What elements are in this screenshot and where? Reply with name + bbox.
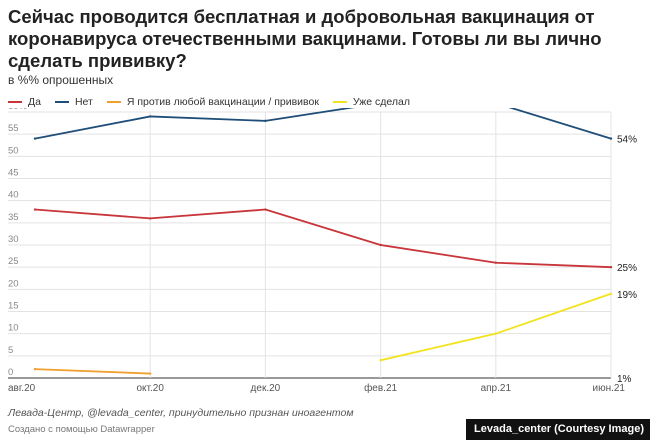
made-with-note: Создано с помощью Datawrapper xyxy=(8,424,155,435)
y-tick-label: 40 xyxy=(8,190,19,201)
data-point xyxy=(149,372,152,375)
legend-item-0: Да xyxy=(8,96,41,108)
legend-swatch xyxy=(332,101,347,103)
y-tick-label: 20 xyxy=(8,278,19,289)
data-point xyxy=(33,208,37,211)
y-tick-label: 35 xyxy=(8,212,19,223)
data-point xyxy=(264,208,267,211)
legend-swatch xyxy=(106,101,121,103)
series-line-0 xyxy=(34,208,612,269)
legend-swatch xyxy=(8,101,22,103)
image-credit-badge: Levada_center (Courtesy Image) xyxy=(466,419,650,440)
end-value-label: 1% xyxy=(617,374,632,385)
data-point xyxy=(609,265,613,269)
legend-swatch xyxy=(54,101,69,103)
y-tick-label: 15 xyxy=(8,301,19,312)
y-tick-label: 55 xyxy=(8,123,19,134)
line-chart: 0 5 10 15 20 25 30 35 40 45 50 55 60% авг.20 окт.20 дек… xyxy=(8,108,637,394)
y-tick-label: 50 xyxy=(8,145,19,156)
legend-label: Я против любой вакцинации / прививок xyxy=(126,96,319,108)
y-tick-label: 5 xyxy=(8,345,13,356)
legend: Да Нет Я против любой вакцинации / прививо… xyxy=(8,96,410,108)
legend-item-2: Я против любой вакцинации / прививок xyxy=(106,96,319,108)
x-tick-label: дек.20 xyxy=(251,383,281,394)
data-point xyxy=(264,119,267,123)
legend-label: Да xyxy=(28,96,41,108)
legend-item-3: Уже сделал xyxy=(332,96,410,108)
data-point xyxy=(494,261,497,264)
data-point xyxy=(33,367,37,371)
data-point xyxy=(379,243,382,247)
legend-label: Нет xyxy=(74,96,93,108)
series-line-2 xyxy=(34,368,151,375)
legend-item-1: Нет xyxy=(54,96,93,108)
y-tick-label: 60% xyxy=(8,108,28,112)
y-tick-label: 30 xyxy=(8,234,19,245)
series-line-1 xyxy=(34,108,612,140)
chart-subtitle: в %% опрошенных xyxy=(8,73,114,87)
chart-title: Сейчас проводится бесплатная и доброволь… xyxy=(8,6,602,71)
legend-label: Уже сделал xyxy=(352,96,410,108)
y-tick-label: 45 xyxy=(8,168,19,179)
x-tick-label: июн.21 xyxy=(592,383,625,394)
end-value-label: 54% xyxy=(617,135,637,146)
data-point xyxy=(494,332,497,335)
data-point xyxy=(33,137,37,140)
source-note: Левада-Центр, @levada_center, принудител… xyxy=(8,407,354,419)
end-value-label: 25% xyxy=(617,263,637,274)
data-point xyxy=(609,137,613,140)
data-point xyxy=(379,359,382,362)
y-tick-label: 25 xyxy=(8,256,19,267)
x-tick-label: окт.20 xyxy=(136,383,164,394)
x-tick-label: фев.21 xyxy=(364,382,397,394)
x-tick-label: авг.20 xyxy=(8,383,36,394)
data-point xyxy=(149,217,152,220)
y-tick-label: 10 xyxy=(8,323,19,334)
end-value-label: 19% xyxy=(617,290,637,301)
x-tick-label: апр.21 xyxy=(481,383,512,394)
y-tick-label: 0 xyxy=(8,367,13,378)
data-point xyxy=(149,115,152,118)
data-point xyxy=(609,292,613,295)
